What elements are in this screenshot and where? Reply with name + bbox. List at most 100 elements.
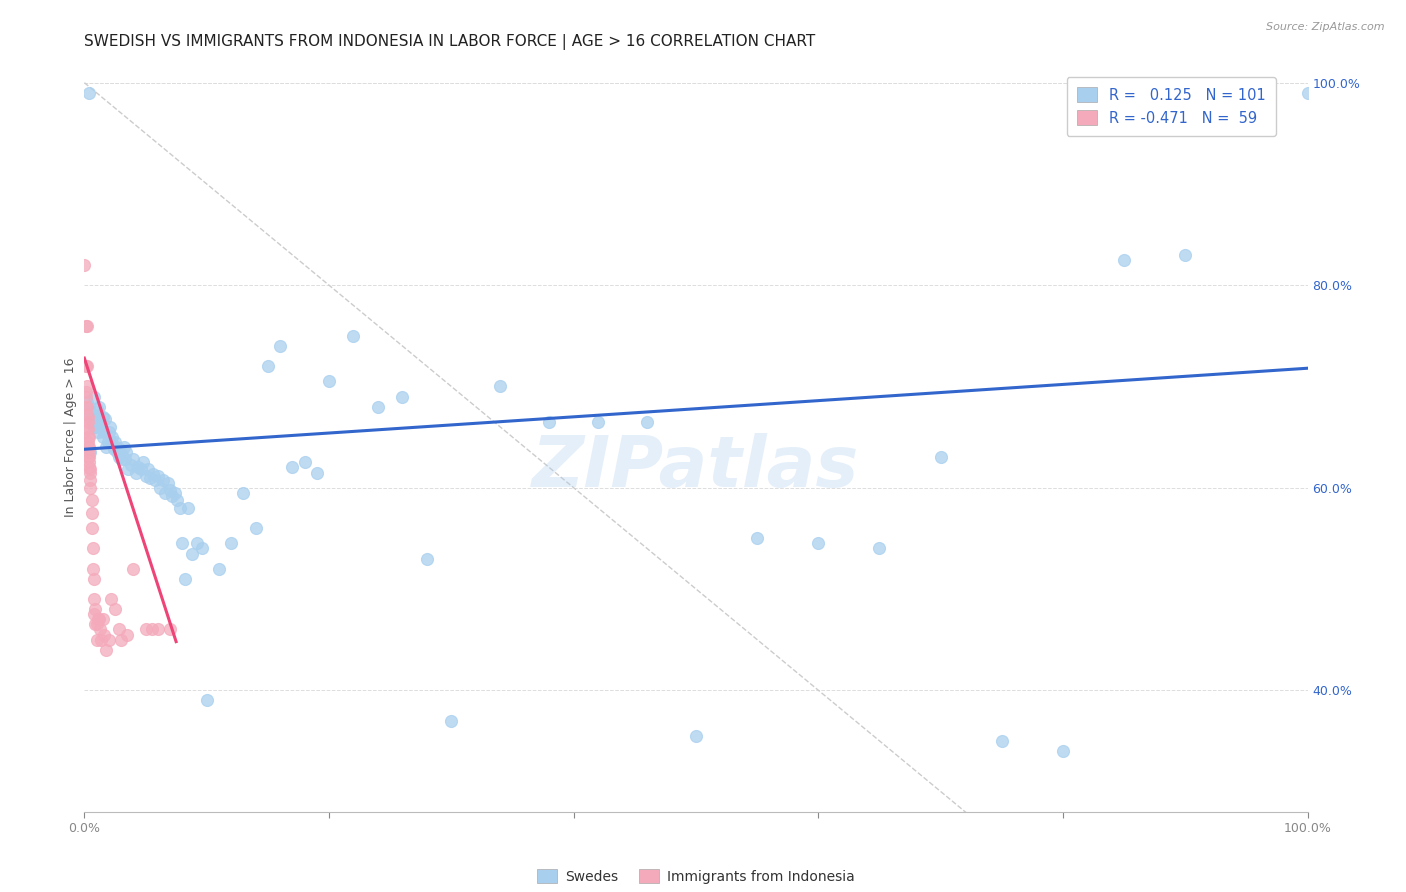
Point (76, 408, 98, 422)
Point (79, 481, 101, 495)
Point (91, 430, 114, 444)
Point (156, 475, 179, 490)
Point (83, 420, 105, 434)
Point (159, 623, 181, 637)
Point (91, 612, 114, 626)
Point (191, 541, 214, 556)
Point (219, 536, 242, 550)
Point (115, 445, 138, 459)
Point (136, 462, 159, 476)
Point (76, 379, 98, 393)
Point (489, 379, 512, 393)
Point (929, 450, 952, 465)
Point (84, 617, 107, 632)
Point (807, 536, 830, 550)
Point (146, 623, 169, 637)
Point (76, 318, 98, 333)
Point (135, 468, 157, 483)
Point (97, 425, 120, 439)
Point (77, 86, 100, 100)
Point (440, 714, 463, 728)
Point (318, 375, 340, 389)
Point (87, 400, 110, 414)
Point (166, 492, 188, 507)
Point (96, 440, 118, 454)
Point (90, 632, 112, 647)
Point (80, 506, 103, 520)
Point (104, 435, 127, 450)
Point (97, 632, 120, 647)
Point (76, 394, 98, 409)
Point (120, 458, 142, 473)
Point (82, 412, 104, 426)
Point (305, 466, 328, 480)
Point (86, 632, 108, 647)
Point (77, 455, 100, 469)
Point (77, 430, 100, 444)
Point (232, 485, 254, 500)
Point (86, 409, 108, 424)
Point (77, 422, 100, 436)
Point (76, 359, 98, 374)
Point (89, 420, 111, 434)
Point (77, 460, 100, 475)
Point (86, 617, 108, 632)
Point (107, 623, 129, 637)
Point (83, 607, 105, 622)
Point (108, 442, 131, 457)
Point (77, 435, 100, 450)
Point (79, 462, 101, 476)
Point (79, 405, 101, 419)
Point (79, 466, 101, 480)
Point (636, 415, 658, 429)
Point (153, 485, 176, 500)
Point (747, 532, 769, 546)
Point (76, 400, 98, 414)
Point (281, 460, 304, 475)
Point (87, 425, 110, 439)
Point (105, 445, 128, 459)
Point (93, 627, 115, 641)
Point (117, 462, 139, 476)
Point (110, 632, 132, 647)
Point (103, 442, 125, 457)
Point (80, 492, 103, 507)
Point (77, 450, 100, 465)
Point (1052, 744, 1074, 758)
Point (93, 425, 115, 439)
Point (98, 420, 121, 434)
Point (79, 445, 101, 459)
Point (139, 470, 162, 484)
Point (149, 481, 172, 495)
Point (416, 551, 439, 566)
Point (87, 612, 110, 626)
Point (83, 572, 105, 586)
Point (87, 408, 110, 422)
Point (122, 452, 145, 467)
Point (87, 612, 110, 626)
Text: ZIPatlas: ZIPatlas (533, 433, 859, 501)
Point (75, 359, 97, 374)
Point (96, 642, 118, 657)
Point (181, 547, 204, 561)
Point (294, 455, 316, 469)
Point (77, 400, 100, 414)
Point (112, 440, 135, 454)
Point (869, 541, 891, 556)
Point (186, 536, 208, 550)
Text: SWEDISH VS IMMIGRANTS FROM INDONESIA IN LABOR FORCE | AGE > 16 CORRELATION CHART: SWEDISH VS IMMIGRANTS FROM INDONESIA IN … (84, 34, 815, 50)
Point (685, 729, 707, 743)
Point (162, 489, 184, 503)
Point (163, 485, 186, 500)
Point (245, 521, 267, 535)
Point (122, 562, 145, 576)
Point (269, 339, 291, 353)
Point (342, 328, 364, 343)
Point (132, 455, 155, 469)
Point (84, 415, 107, 429)
Point (82, 541, 104, 556)
Point (77, 445, 100, 459)
Point (94, 412, 117, 426)
Point (257, 359, 280, 374)
Point (391, 390, 413, 404)
